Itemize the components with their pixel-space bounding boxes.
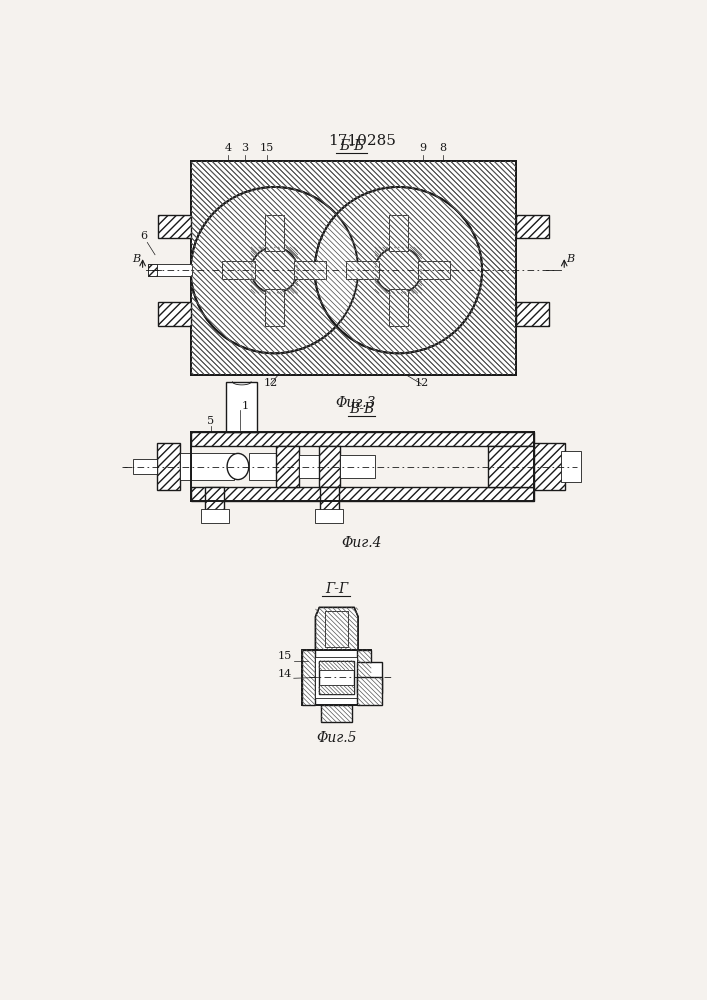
Bar bbox=[301, 650, 371, 705]
Bar bbox=[516, 302, 549, 326]
Text: 1: 1 bbox=[242, 401, 249, 411]
Bar bbox=[191, 161, 516, 375]
Bar bbox=[206, 487, 224, 514]
Bar bbox=[192, 453, 234, 480]
Bar bbox=[134, 459, 156, 474]
Bar bbox=[148, 264, 192, 276]
Text: Б-Б: Б-Б bbox=[339, 139, 365, 153]
Bar bbox=[148, 264, 158, 276]
Bar bbox=[534, 443, 565, 490]
Bar bbox=[389, 215, 408, 251]
Bar bbox=[561, 451, 580, 482]
Circle shape bbox=[191, 187, 358, 353]
Text: 12: 12 bbox=[264, 378, 278, 388]
Text: 15: 15 bbox=[278, 651, 292, 661]
Text: 12: 12 bbox=[414, 378, 428, 388]
Bar bbox=[192, 432, 534, 446]
Bar bbox=[249, 453, 276, 480]
Circle shape bbox=[315, 187, 482, 353]
Bar bbox=[357, 662, 382, 693]
Text: 9: 9 bbox=[420, 143, 427, 153]
Bar bbox=[158, 302, 191, 326]
Bar bbox=[299, 455, 319, 478]
Bar bbox=[418, 261, 450, 279]
Bar bbox=[320, 487, 339, 514]
Bar bbox=[293, 261, 327, 279]
Bar bbox=[192, 487, 534, 501]
Text: В: В bbox=[566, 254, 575, 264]
Bar bbox=[301, 650, 315, 705]
Bar bbox=[488, 446, 534, 487]
Text: 6: 6 bbox=[141, 231, 148, 241]
Bar bbox=[516, 215, 549, 238]
Bar bbox=[319, 446, 340, 487]
Text: 1710285: 1710285 bbox=[328, 134, 396, 148]
Bar bbox=[321, 705, 352, 722]
Text: Г-Г: Г-Г bbox=[325, 582, 348, 596]
Ellipse shape bbox=[227, 453, 249, 480]
Circle shape bbox=[375, 247, 421, 293]
Text: 8: 8 bbox=[439, 143, 446, 153]
Text: 14: 14 bbox=[278, 669, 292, 679]
Text: Φиг.3: Φиг.3 bbox=[336, 396, 376, 410]
Text: 4: 4 bbox=[224, 143, 231, 153]
Bar bbox=[265, 289, 284, 326]
Bar bbox=[315, 509, 344, 523]
Polygon shape bbox=[315, 607, 358, 650]
Bar bbox=[340, 455, 375, 478]
Bar bbox=[223, 261, 255, 279]
Bar bbox=[158, 215, 191, 238]
Bar bbox=[319, 661, 354, 694]
Text: В-В: В-В bbox=[349, 402, 375, 416]
Bar bbox=[357, 650, 371, 679]
Bar bbox=[389, 289, 408, 326]
Bar bbox=[357, 677, 382, 705]
Bar bbox=[319, 661, 354, 670]
Bar bbox=[325, 611, 348, 647]
Bar bbox=[315, 657, 357, 698]
Bar bbox=[156, 443, 180, 490]
Text: 15: 15 bbox=[259, 143, 274, 153]
Bar bbox=[226, 382, 257, 432]
Bar bbox=[191, 161, 516, 375]
Text: 5: 5 bbox=[207, 416, 214, 426]
Circle shape bbox=[251, 247, 298, 293]
Bar bbox=[265, 215, 284, 251]
Bar bbox=[319, 685, 354, 694]
Bar bbox=[276, 446, 299, 487]
Bar bbox=[346, 261, 379, 279]
Bar bbox=[201, 509, 228, 523]
Text: Φиг.4: Φиг.4 bbox=[341, 536, 382, 550]
Text: 3: 3 bbox=[241, 143, 248, 153]
Text: В: В bbox=[132, 254, 141, 264]
Bar bbox=[180, 453, 192, 480]
Text: Φиг.5: Φиг.5 bbox=[316, 731, 356, 745]
